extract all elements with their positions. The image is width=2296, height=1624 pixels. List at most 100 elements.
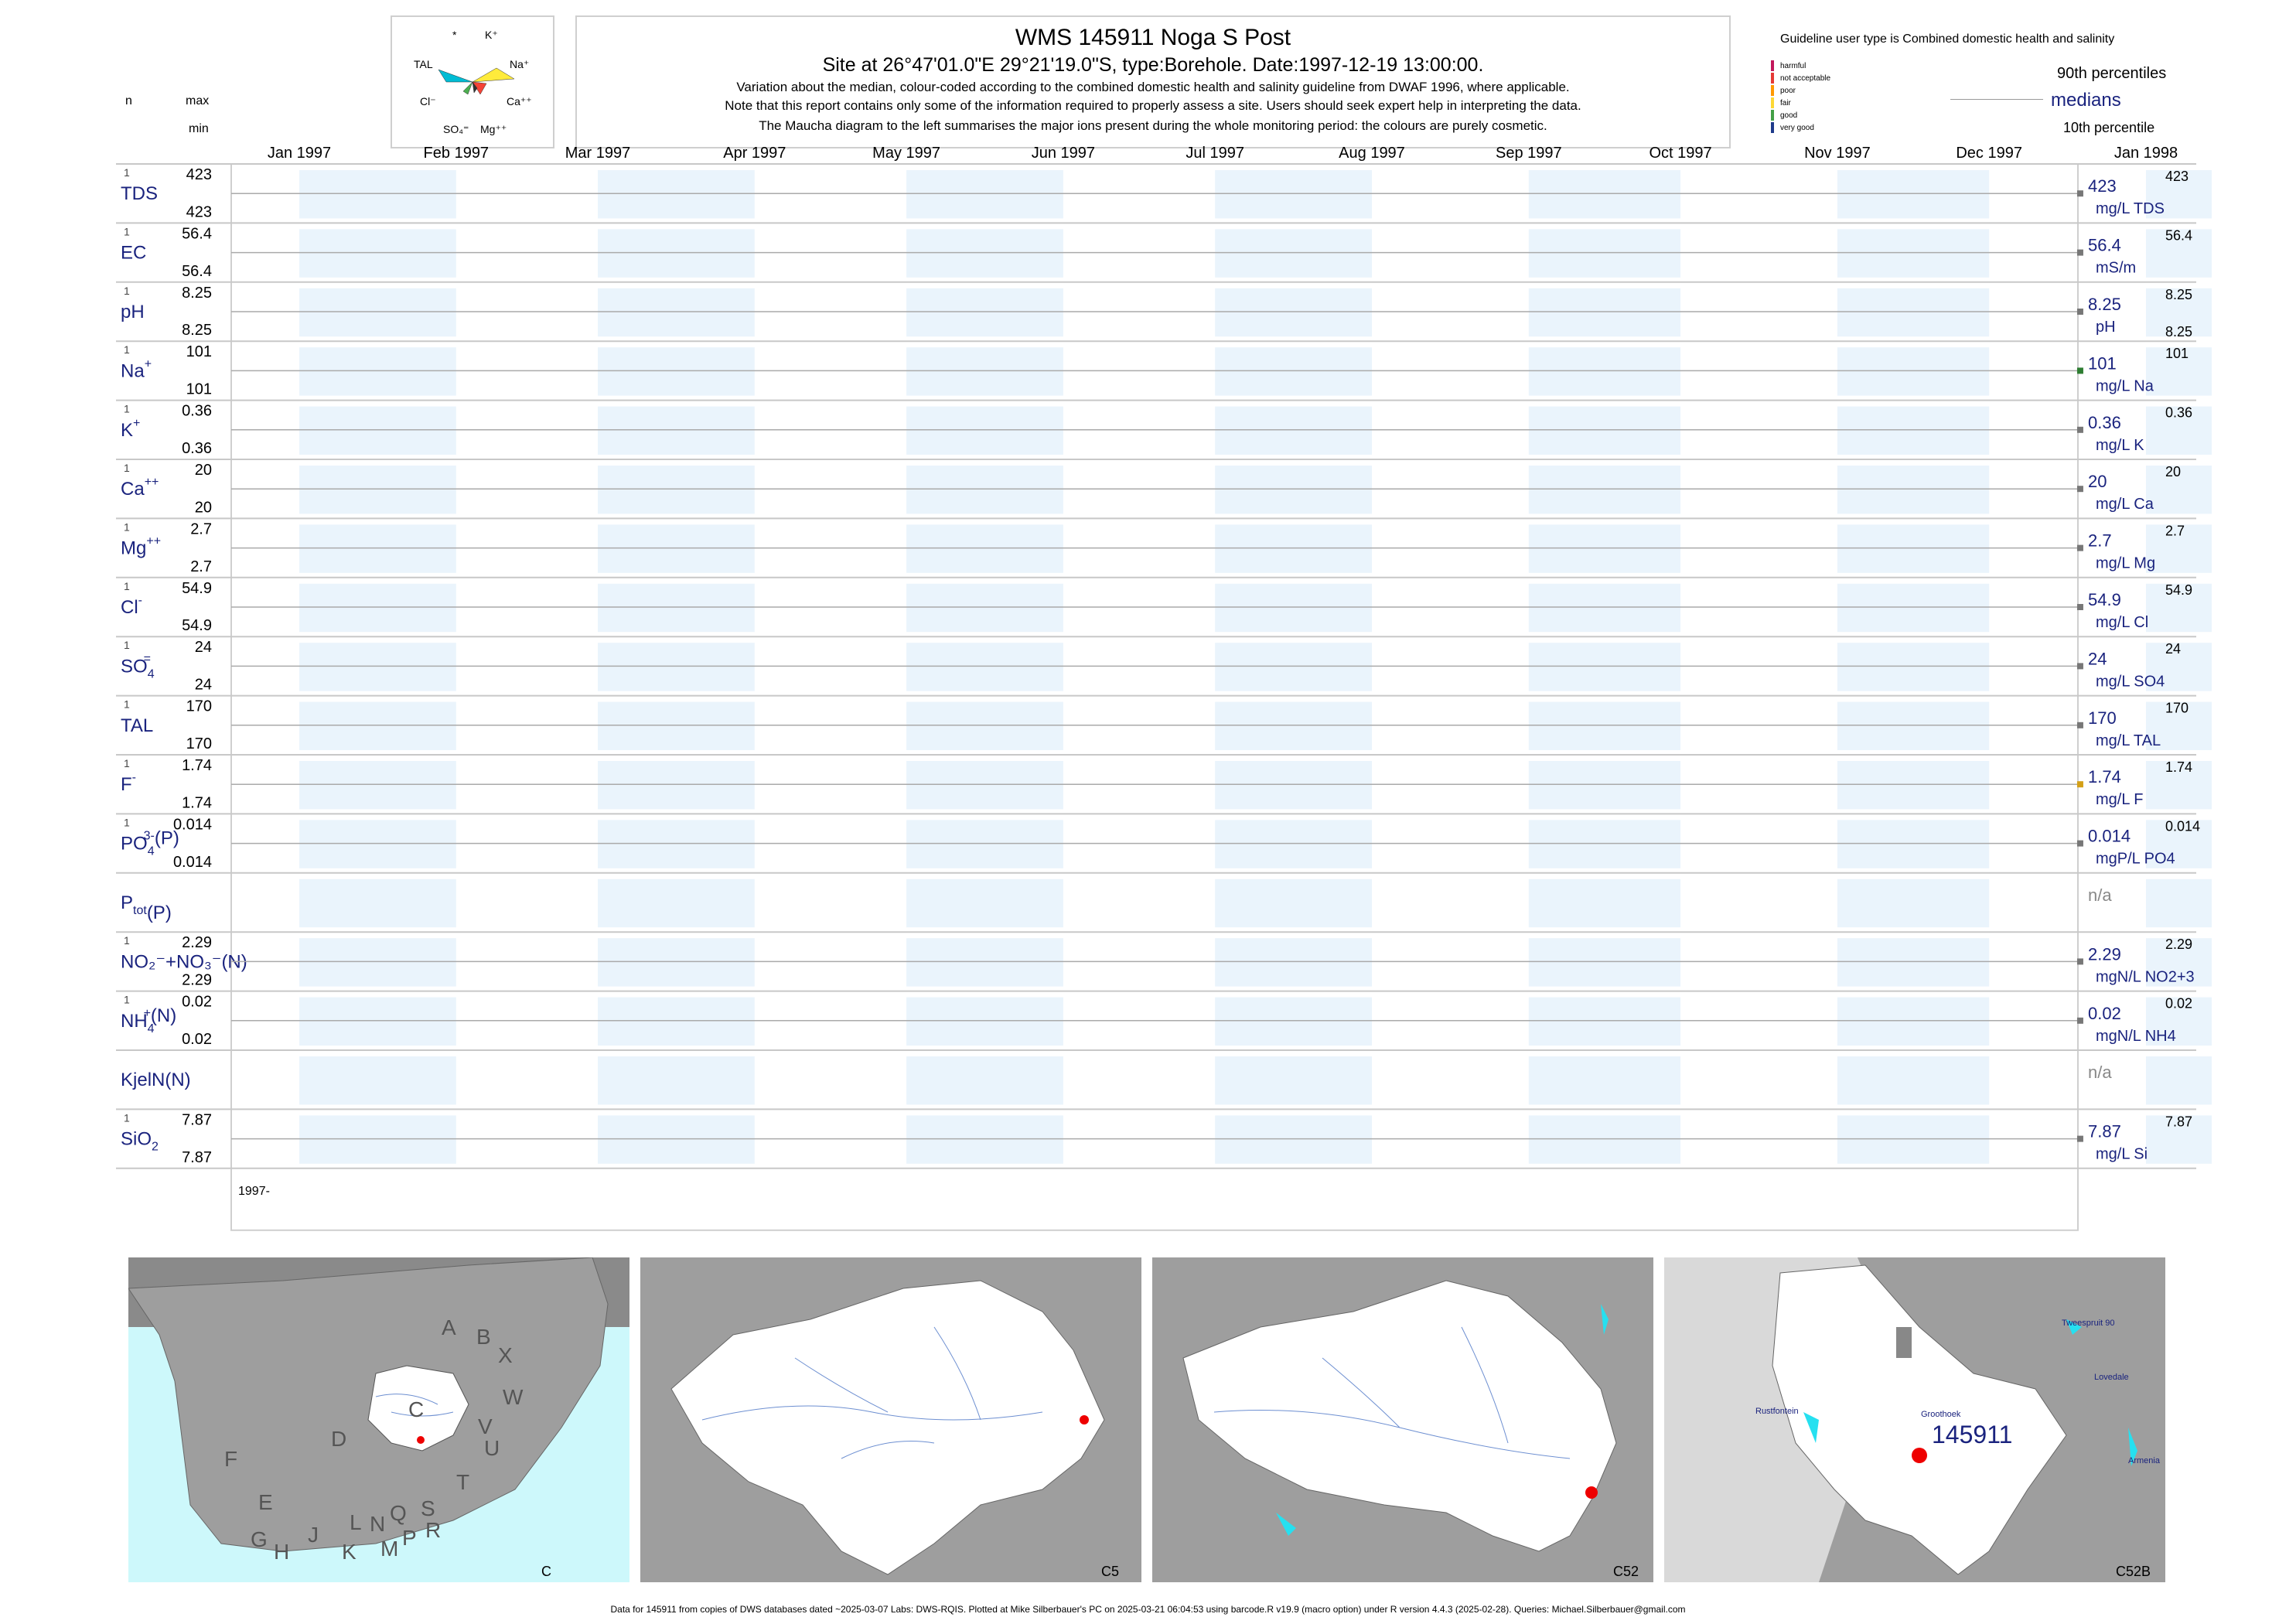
row-min: 2.7 (190, 558, 212, 575)
month-band (2146, 524, 2212, 573)
map-c52b-svg: 145911 Tweespruit 90 Lovedale Rustfontei… (1664, 1257, 2161, 1582)
month-band (598, 820, 755, 868)
median-legend-line (1950, 99, 2043, 100)
p90-legend: 90th percentiles (2057, 65, 2167, 82)
sample-point (2076, 486, 2083, 493)
row-median: 423 (2088, 176, 2117, 196)
month-band (598, 524, 755, 573)
month-band (598, 170, 755, 219)
month-band (906, 288, 1063, 337)
month-band (2146, 466, 2212, 514)
row-p90: 2.7 (2165, 523, 2185, 538)
row-label: TAL (121, 715, 153, 736)
row-unit: mg/L K (2096, 437, 2144, 454)
month-band (598, 938, 755, 987)
month-band (1837, 288, 1990, 337)
map-c-region-d: D (331, 1427, 346, 1451)
row-unit: mS/m (2096, 260, 2136, 277)
map-c-region-r: R (425, 1518, 441, 1542)
x-tick-top: Jul 1997 (1186, 145, 1244, 162)
month-band (598, 466, 755, 514)
sample-point (2076, 958, 2083, 965)
month-band (906, 879, 1063, 928)
map-c-region-c: C (408, 1397, 424, 1421)
row-unit: pH (2096, 319, 2116, 336)
month-band (2146, 288, 2212, 337)
row-min: 20 (195, 499, 212, 516)
month-band (1528, 997, 1681, 1046)
month-band (1215, 820, 1373, 868)
sample-point (2076, 309, 2083, 315)
row-p90: 24 (2165, 641, 2181, 657)
row-min: 1.74 (182, 794, 212, 811)
row-median: 8.25 (2088, 295, 2121, 314)
month-band (906, 761, 1063, 810)
sample-point (2076, 1135, 2083, 1142)
map-c52b-place-tweespruit: Tweespruit 90 (2062, 1319, 2114, 1328)
month-band (1215, 1115, 1373, 1164)
map-c-region-f: F (224, 1447, 237, 1471)
month-band (598, 347, 755, 396)
row-max: 54.9 (182, 580, 212, 597)
month-band (1528, 466, 1681, 514)
sample-point (2076, 426, 2083, 433)
x-tick-top: Nov 1997 (1804, 145, 1871, 162)
month-band (906, 229, 1063, 278)
x-tick-top: Dec 1997 (1956, 145, 2022, 162)
sample-point (2076, 663, 2083, 670)
month-band (1215, 643, 1373, 691)
month-band (299, 524, 456, 573)
map-c-region-u: U (484, 1436, 500, 1460)
map-c: A B X W C V U D T F E S R Q N L P M K J … (128, 1257, 629, 1582)
row-median: 2.29 (2088, 944, 2121, 964)
row-median: 0.36 (2088, 413, 2121, 432)
month-band (1215, 701, 1373, 750)
month-band (598, 1115, 755, 1164)
title-box: WMS 145911 Noga S Post Site at 26°47'01.… (575, 15, 1731, 148)
map-c52b-site-id: 145911 (1932, 1421, 2012, 1448)
row-n: 1 (124, 757, 130, 769)
month-band (1215, 347, 1373, 396)
map-c-region-p: P (402, 1526, 417, 1550)
row-label: KjelN(N) (121, 1070, 191, 1090)
row-median: 56.4 (2088, 236, 2121, 255)
legend-label-4: good (1780, 111, 1797, 120)
month-band (299, 229, 456, 278)
row-max: 170 (186, 698, 212, 715)
row-n: 1 (124, 285, 130, 297)
legend-label-0: harmful (1780, 62, 1806, 70)
row-min: 2.29 (182, 972, 212, 989)
sample-point (2076, 1017, 2083, 1024)
month-band (299, 1115, 456, 1164)
month-band (598, 288, 755, 337)
month-band (1528, 406, 1681, 455)
month-band (2146, 347, 2212, 396)
row-unit: mg/L Na (2096, 377, 2154, 394)
row-unit: mg/L Ca (2096, 496, 2154, 513)
month-band (1837, 997, 1990, 1046)
month-band (1528, 1115, 1681, 1164)
month-band (299, 170, 456, 219)
col-min-header: min (189, 122, 209, 135)
month-band (299, 347, 456, 396)
map-c52b-label: C52B (2116, 1564, 2151, 1579)
sample-point (2076, 722, 2083, 728)
month-band (299, 761, 456, 810)
plot-frame (230, 163, 2079, 1231)
col-n-header: n (125, 94, 132, 107)
month-band (299, 938, 456, 987)
row-p90: 54.9 (2165, 582, 2192, 598)
month-band (299, 701, 456, 750)
x-tick-top: Aug 1997 (1339, 145, 1405, 162)
month-band (2146, 1115, 2212, 1164)
row-p10: 8.25 (2165, 324, 2192, 339)
legend-swatch-4 (1771, 110, 1774, 121)
x-tick-top: Jan 1997 (268, 145, 331, 162)
month-band (906, 1115, 1063, 1164)
month-band (598, 761, 755, 810)
map-c-region-m: M (380, 1537, 398, 1561)
month-band (598, 229, 755, 278)
month-band (2146, 643, 2212, 691)
maucha-petal-na (472, 67, 515, 83)
note-2: Note that this report contains only some… (725, 98, 1581, 113)
